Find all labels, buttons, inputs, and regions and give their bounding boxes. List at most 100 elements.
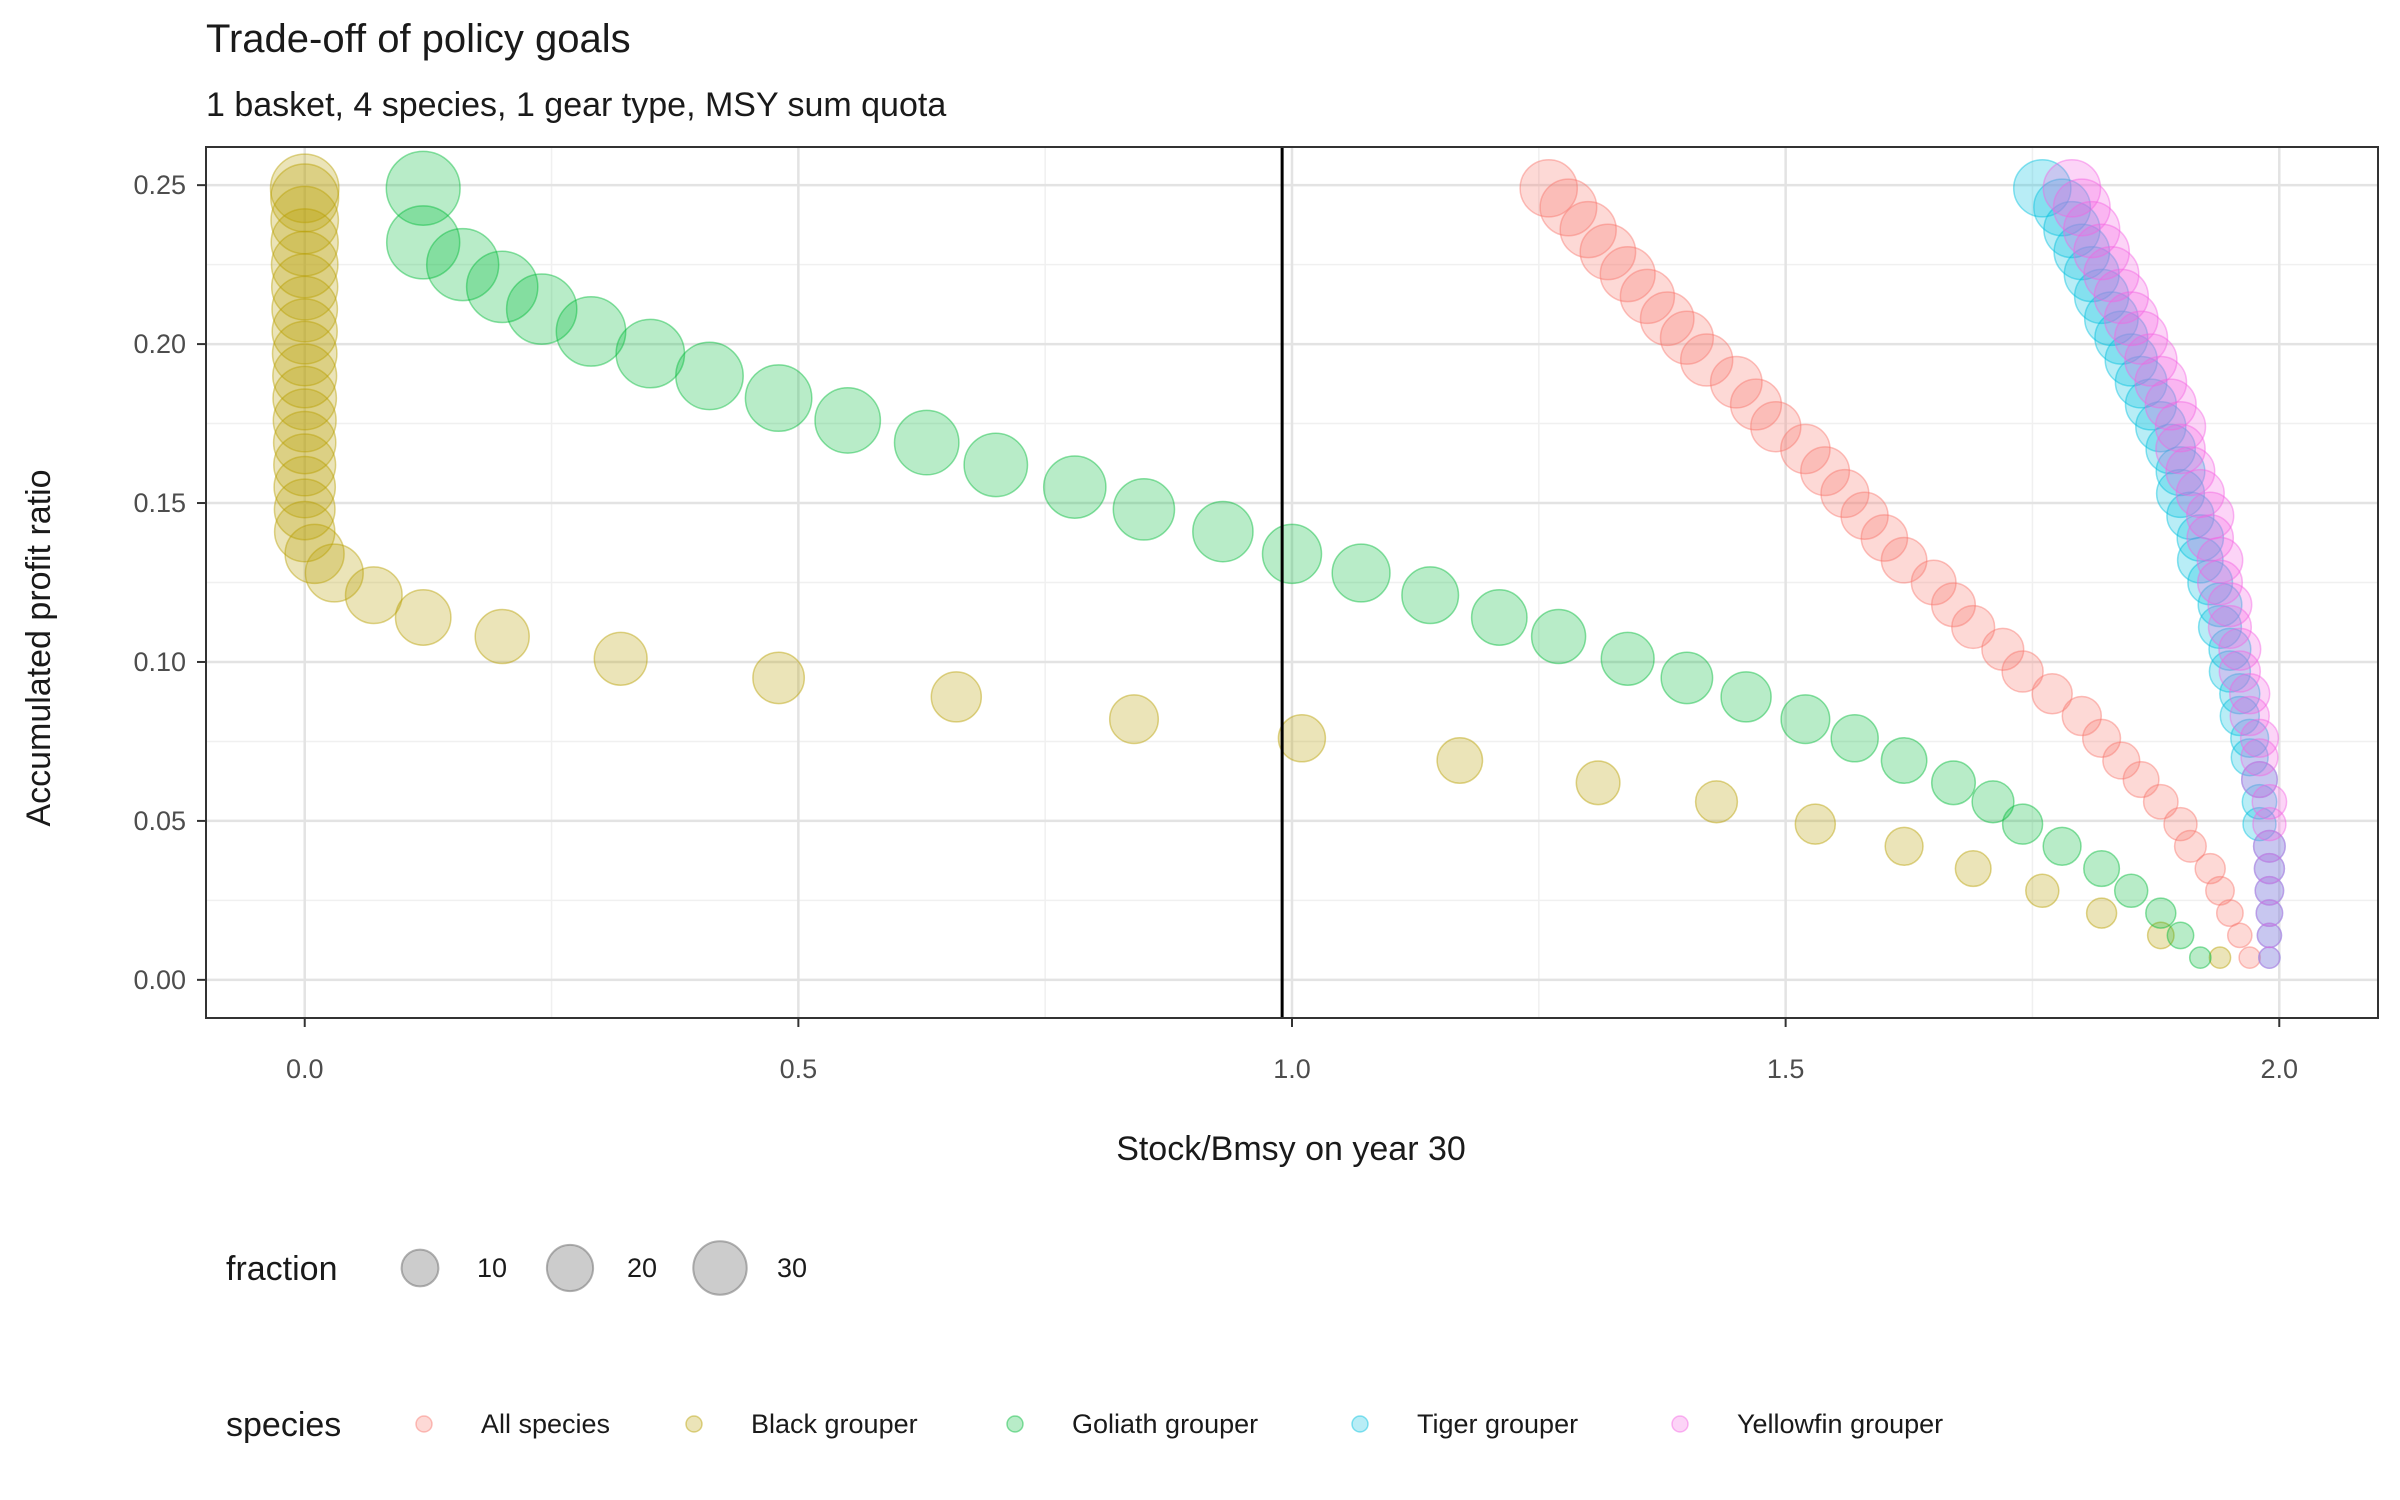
- data-point: [615, 318, 686, 389]
- y-tick-label: 0.10: [133, 647, 186, 677]
- data-point: [2240, 761, 2279, 799]
- data-point: [2031, 673, 2073, 715]
- size-legend-key: [545, 1243, 595, 1293]
- series-yellowfin-grouper: [2042, 158, 2288, 969]
- data-point: [2165, 446, 2216, 497]
- size-legend-label: 10: [477, 1253, 507, 1283]
- data-point: [270, 163, 340, 233]
- data-point: [2053, 223, 2111, 281]
- data-point: [271, 298, 338, 365]
- data-point: [1436, 737, 1484, 784]
- data-point: [2113, 310, 2169, 365]
- data-point: [269, 153, 340, 224]
- y-tick-label: 0.15: [133, 488, 186, 518]
- data-point: [2254, 875, 2285, 906]
- data-point: [2253, 852, 2286, 885]
- data-point: [1277, 714, 1327, 763]
- data-point: [272, 343, 338, 409]
- data-point: [2042, 826, 2082, 866]
- data-point: [1579, 223, 1637, 281]
- data-point: [2042, 158, 2102, 218]
- data-point: [1192, 500, 1254, 563]
- data-point: [2142, 783, 2179, 820]
- data-point: [2155, 468, 2206, 519]
- data-point: [2255, 899, 2284, 928]
- data-point: [2240, 738, 2279, 777]
- data-point: [2012, 158, 2072, 218]
- data-point: [2155, 446, 2206, 497]
- data-point: [930, 671, 983, 723]
- x-tick-label: 0.5: [780, 1054, 818, 1084]
- data-point: [1820, 468, 1870, 519]
- data-point: [1880, 536, 1928, 584]
- data-point: [2188, 946, 2212, 969]
- data-point: [1800, 446, 1851, 497]
- data-point: [2256, 922, 2283, 949]
- data-point: [2154, 400, 2207, 453]
- data-point: [2094, 310, 2149, 365]
- data-point: [2207, 604, 2253, 650]
- data-point: [752, 651, 806, 705]
- data-point: [2208, 627, 2252, 671]
- species-legend-key: [415, 1415, 433, 1433]
- data-point: [2083, 850, 2121, 888]
- data-point: [2218, 627, 2262, 671]
- data-point: [2052, 178, 2111, 237]
- data-point: [555, 295, 627, 367]
- data-point: [272, 388, 337, 453]
- data-point: [2255, 899, 2284, 928]
- axis-ticks: 0.0 0.5 1.0 1.5 2.0 0.00 0.05 0.10 0.15 0.20 0.25: [133, 170, 2298, 1084]
- data-point: [2229, 695, 2270, 737]
- data-point: [2173, 829, 2207, 863]
- data-point: [2025, 873, 2060, 909]
- data-point: [2207, 582, 2253, 628]
- data-point: [385, 205, 461, 280]
- data-point: [963, 432, 1029, 498]
- data-point: [2175, 468, 2225, 519]
- data-point: [284, 523, 345, 585]
- data-point: [2081, 718, 2122, 758]
- data-point: [2073, 223, 2131, 281]
- data-point: [2238, 946, 2262, 969]
- data-point: [1981, 627, 2025, 671]
- data-point: [270, 185, 340, 255]
- data-point: [2001, 803, 2044, 845]
- data-point: [1694, 780, 1739, 824]
- x-tick-label: 1.0: [1273, 1054, 1311, 1084]
- data-point: [2258, 946, 2281, 969]
- data-point: [2166, 921, 2195, 950]
- data-point: [273, 455, 337, 519]
- species-legend-label: Black grouper: [751, 1409, 918, 1439]
- data-point: [1860, 514, 1909, 562]
- data-point: [1539, 178, 1598, 237]
- data-point: [270, 230, 339, 299]
- species-legend: All species Black grouper Goliath grouper T…: [415, 1409, 1943, 1439]
- y-axis-title: Accumulated profit ratio: [20, 469, 58, 826]
- size-legend: 10 20 30: [400, 1240, 807, 1296]
- data-point: [2208, 650, 2252, 693]
- data-point: [2102, 741, 2141, 780]
- data-point: [273, 433, 337, 497]
- data-point: [2256, 922, 2283, 949]
- data-point: [304, 543, 364, 603]
- x-tick-label: 0.0: [286, 1054, 324, 1084]
- data-point: [2122, 761, 2160, 799]
- data-point: [2124, 378, 2178, 431]
- data-point: [1530, 608, 1587, 665]
- series-black-grouper: [269, 153, 2232, 969]
- data-point: [2043, 200, 2101, 259]
- data-point: [2218, 650, 2262, 693]
- data-point: [2197, 582, 2243, 628]
- data-point: [505, 273, 578, 345]
- data-point: [2104, 333, 2158, 387]
- data-point: [2155, 423, 2206, 475]
- data-point: [2186, 514, 2235, 562]
- data-point: [273, 500, 336, 563]
- data-point: [1575, 760, 1621, 806]
- data-point: [425, 227, 500, 302]
- data-point: [1709, 355, 1763, 409]
- data-point: [1750, 400, 1802, 453]
- data-point: [814, 386, 882, 454]
- data-point: [1720, 671, 1772, 723]
- data-point: [1910, 559, 1957, 606]
